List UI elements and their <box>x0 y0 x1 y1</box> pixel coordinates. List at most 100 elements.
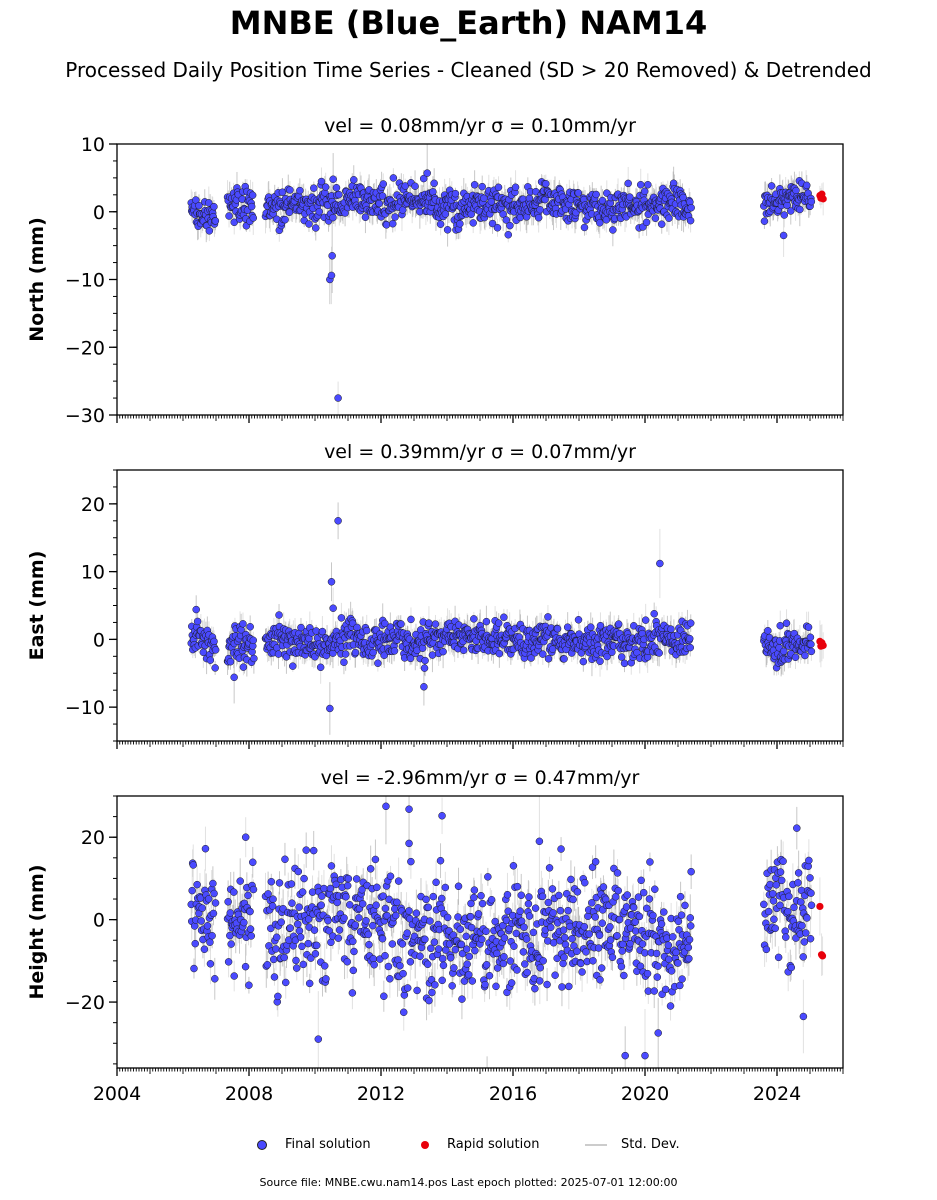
final-solution-point <box>248 191 257 199</box>
final-solution-point <box>249 214 258 222</box>
final-solution-point <box>596 657 604 665</box>
final-solution-point <box>780 211 789 219</box>
final-solution-point <box>603 652 611 661</box>
final-solution-point <box>199 648 208 657</box>
final-solution-point <box>469 219 477 227</box>
final-solution-point <box>500 613 508 621</box>
rapid-solution-point <box>819 641 827 650</box>
final-solution-point <box>420 683 428 691</box>
final-solution-point <box>316 663 325 672</box>
final-solution-point <box>656 559 664 568</box>
final-solution-point <box>192 196 200 204</box>
final-solution-point <box>411 182 419 190</box>
final-solution-point <box>685 634 694 643</box>
final-solution-point <box>431 620 440 628</box>
final-solution-point <box>655 649 663 657</box>
final-solution-point <box>226 657 235 666</box>
final-solution-point <box>801 651 809 660</box>
final-solution-point <box>275 611 283 619</box>
final-solution-point <box>380 651 388 660</box>
final-solution-point <box>310 184 318 192</box>
final-solution-point <box>312 224 320 232</box>
final-solution-point <box>792 186 800 195</box>
final-solution-point <box>305 220 313 228</box>
final-solution-point <box>278 188 287 196</box>
chart-title: MNBE (Blue_Earth) NAM14 <box>229 4 708 42</box>
final-solution-point <box>487 197 496 206</box>
final-solution-point <box>381 619 389 628</box>
panel-title: vel = 0.08mm/yr σ = 0.10mm/yr <box>324 115 636 137</box>
final-solution-point <box>506 221 514 230</box>
final-solution-point <box>423 169 431 177</box>
final-solution-point <box>327 578 336 586</box>
final-solution-point <box>321 183 330 191</box>
final-solution-point <box>389 174 398 182</box>
final-solution-point <box>407 615 415 624</box>
final-solution-point <box>430 179 438 188</box>
final-solution-point <box>230 673 238 682</box>
final-solution-point <box>651 214 660 222</box>
final-solution-point <box>780 647 788 656</box>
final-solution-point <box>211 664 219 672</box>
final-solution-point <box>787 207 795 215</box>
final-solution-point <box>791 653 800 662</box>
y-tick-label: −10 <box>65 270 105 292</box>
final-solution-point <box>246 623 254 631</box>
final-solution-point <box>379 180 388 188</box>
y-axis-label: North (mm) <box>26 217 48 342</box>
final-solution-point <box>374 659 382 667</box>
final-solution-point <box>493 224 502 232</box>
final-solution-point <box>195 201 203 210</box>
final-solution-point <box>641 616 650 624</box>
final-solution-point <box>665 214 673 222</box>
final-solution-point <box>534 213 543 222</box>
final-solution-point <box>389 219 397 228</box>
final-solution-point <box>211 217 220 225</box>
final-solution-point <box>289 662 297 670</box>
final-solution-point <box>574 616 583 624</box>
final-solution-point <box>596 219 604 227</box>
y-tick-label: 10 <box>81 562 105 584</box>
final-solution-point <box>250 654 258 663</box>
final-solution-point <box>281 215 289 224</box>
final-solution-point <box>285 208 294 217</box>
final-solution-point <box>329 175 337 183</box>
final-solution-point <box>351 648 360 657</box>
final-solution-point <box>636 180 645 189</box>
std-dev-bars <box>190 144 824 415</box>
final-solution-point <box>563 623 572 631</box>
final-solution-point <box>382 221 391 229</box>
panel-title: vel = 0.39mm/yr σ = 0.07mm/yr <box>324 441 636 463</box>
final-solution-point <box>421 656 429 665</box>
final-solution-point <box>443 226 452 234</box>
final-solution-point <box>425 619 433 627</box>
final-solution-point <box>429 188 437 196</box>
final-solution-point <box>776 621 784 630</box>
final-solution-point <box>326 704 334 713</box>
final-solution-point <box>329 604 337 612</box>
final-solution-point <box>544 613 552 621</box>
final-solution-point <box>686 643 694 652</box>
final-solution-point <box>247 202 256 211</box>
final-solution-point <box>807 640 815 649</box>
final-solution-point <box>341 650 350 658</box>
final-solution-point <box>315 207 323 216</box>
final-solution-point <box>369 648 377 657</box>
final-solution-point <box>482 617 491 626</box>
final-solution-point <box>614 620 623 628</box>
final-solution-point <box>297 623 305 632</box>
final-solution-point <box>210 202 218 211</box>
final-solution-point <box>807 647 816 656</box>
final-solution-point <box>548 645 557 653</box>
final-solution-point <box>539 650 547 658</box>
final-solution-point <box>494 619 503 627</box>
final-solution-point <box>617 653 626 661</box>
y-tick-label: 10 <box>81 134 105 156</box>
final-solution-point <box>470 181 479 189</box>
final-solution-point <box>340 658 348 666</box>
final-solution-point <box>334 517 342 525</box>
final-solution-point <box>441 210 450 218</box>
final-solution-point <box>296 186 304 195</box>
